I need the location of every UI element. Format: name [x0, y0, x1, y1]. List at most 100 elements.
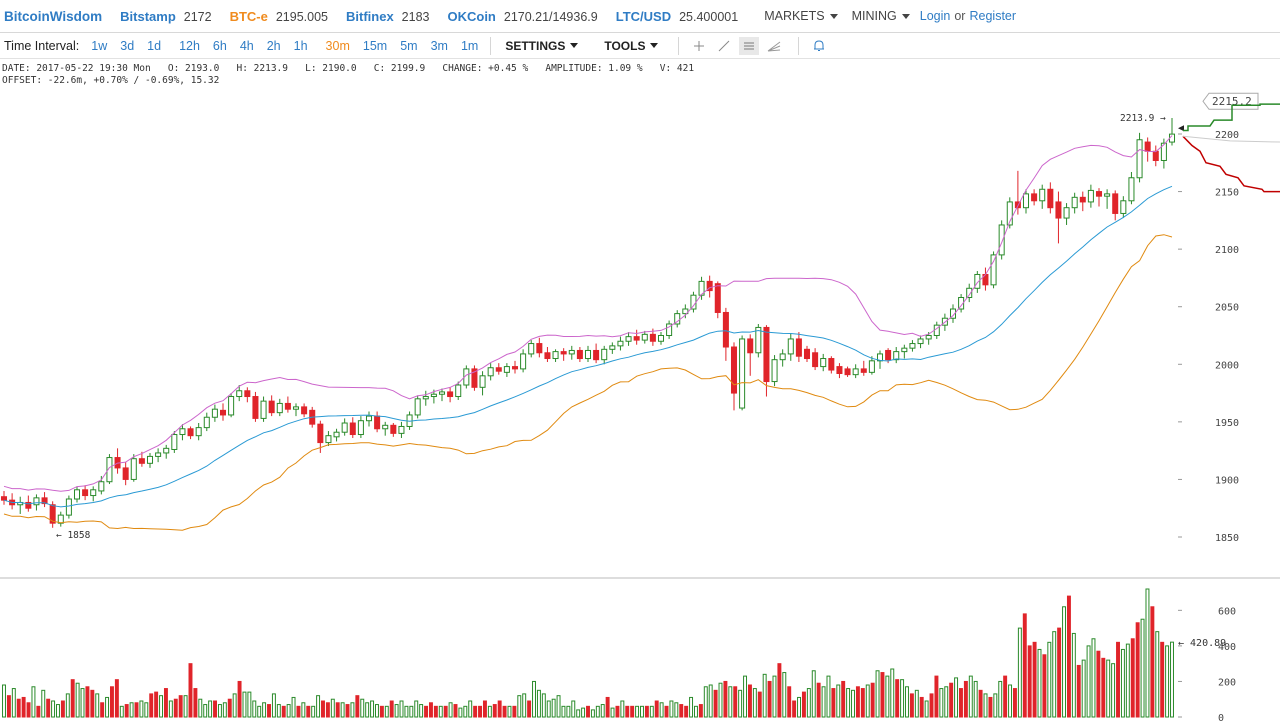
volume-bar	[95, 693, 100, 718]
mining-menu[interactable]: MINING	[852, 9, 910, 23]
volume-bar	[458, 707, 463, 718]
volume-bar	[968, 675, 973, 718]
market-name[interactable]: Bitstamp	[120, 8, 176, 24]
market-btc-e[interactable]: BTC-e 2195.005	[230, 9, 328, 24]
candle-body	[958, 297, 965, 310]
volume-bar	[679, 704, 684, 718]
markets-menu[interactable]: MARKETS	[764, 9, 838, 23]
volume-bar	[630, 705, 635, 718]
market-name[interactable]: Bitfinex	[346, 8, 394, 24]
volume-bar	[291, 696, 296, 718]
volume-bar	[173, 698, 178, 718]
volume-bar	[831, 688, 836, 718]
candle-body	[187, 428, 194, 437]
market-price: 2195.005	[275, 9, 328, 24]
brand-logo[interactable]: BitcoinWisdom	[4, 8, 103, 24]
candle-body	[544, 352, 551, 360]
volume-bar	[914, 689, 919, 718]
volume-bar	[693, 705, 698, 718]
volume-bar	[522, 693, 527, 718]
ohlc-info-line: DATE: 2017-05-22 19:30 Mon O: 2193.0 H: …	[2, 63, 695, 74]
volume-bar	[998, 680, 1003, 718]
volume-bar	[826, 675, 831, 718]
interval-4h[interactable]: 4h	[239, 38, 254, 53]
interval-15m[interactable]: 15m	[362, 38, 388, 53]
volume-bar	[532, 680, 536, 718]
market-price: 2183	[401, 9, 430, 24]
candle-body	[138, 458, 145, 464]
price-axis-label: 1950	[1215, 418, 1239, 429]
volume-bar	[566, 705, 571, 718]
fan-icon[interactable]	[764, 37, 784, 55]
interval-1d[interactable]: 1d	[147, 38, 162, 53]
candle-body	[430, 393, 437, 398]
toolbar-divider	[798, 36, 800, 55]
volume-bar	[482, 700, 487, 718]
volume-bar	[1150, 606, 1155, 718]
interval-3m[interactable]: 3m	[430, 38, 448, 53]
alarm-bell-icon[interactable]	[809, 37, 829, 55]
interval-6h[interactable]: 6h	[212, 38, 227, 53]
market-ltc-usd[interactable]: LTC/USD 25.400001	[616, 9, 738, 24]
line-draw-icon[interactable]	[714, 37, 734, 55]
crosshair-icon[interactable]	[689, 37, 709, 55]
volume-bar	[1111, 663, 1116, 718]
volume-bar	[144, 702, 149, 718]
offset-info-line: OFFSET: -22.6m, +0.70% / -0.69%, 15.32	[2, 75, 220, 86]
market-bitstamp[interactable]: Bitstamp 2172	[120, 9, 211, 24]
login-link[interactable]: Login	[919, 9, 951, 23]
interval-30m[interactable]: 30m	[325, 38, 350, 53]
interval-1m[interactable]: 1m	[460, 38, 479, 53]
market-name[interactable]: OKCoin	[447, 8, 496, 24]
interval-2h[interactable]: 2h	[266, 38, 281, 53]
volume-bar	[684, 705, 689, 718]
volume-bar	[689, 696, 694, 718]
candle-body	[447, 391, 454, 398]
volume-bar	[21, 696, 26, 718]
register-link[interactable]: Register	[969, 9, 1017, 23]
volume-bar	[75, 682, 80, 718]
candle-body	[771, 359, 778, 383]
market-name[interactable]: LTC/USD	[615, 8, 672, 24]
interval-5m[interactable]: 5m	[400, 38, 418, 53]
volume-bar	[733, 686, 738, 718]
candle-body	[33, 497, 40, 506]
volume-bar	[1052, 631, 1057, 718]
candle-body	[382, 424, 389, 430]
volume-bar	[1057, 627, 1062, 718]
volume-bar	[949, 682, 954, 718]
volume-bar	[468, 700, 473, 718]
settings-menu[interactable]: SETTINGS	[505, 39, 579, 53]
market-okcoin[interactable]: OKCoin 2170.21/14936.9	[447, 9, 597, 24]
volume-bar	[507, 705, 512, 718]
interval-12h[interactable]: 12h	[179, 38, 200, 53]
candle-body	[714, 283, 721, 313]
volume-bar	[114, 679, 119, 718]
horizontal-lines-icon[interactable]	[739, 36, 760, 55]
volume-bar	[222, 702, 227, 718]
volume-bar	[154, 691, 159, 718]
volume-bar	[895, 679, 900, 718]
volume-bar	[438, 705, 443, 718]
volume-bar	[1042, 654, 1047, 718]
candle-body	[795, 338, 802, 357]
volume-bar	[885, 675, 890, 718]
tools-menu[interactable]: TOOLS	[604, 39, 659, 53]
market-bitfinex[interactable]: Bitfinex 2183	[346, 9, 429, 24]
interval-3d[interactable]: 3d	[120, 38, 135, 53]
interval-1w[interactable]: 1w	[91, 38, 108, 53]
candle-body	[41, 497, 48, 505]
volume-bar	[46, 698, 51, 718]
volume-bar	[105, 696, 110, 718]
candle-body	[479, 375, 486, 388]
candle-body	[73, 489, 81, 500]
price-chart[interactable]: 2200215021002050200019501900185060040020…	[0, 60, 1280, 726]
interval-1h[interactable]: 1h	[293, 38, 308, 53]
volume-bar	[615, 705, 620, 718]
candle-body	[1104, 193, 1111, 197]
chevron-down-icon	[901, 13, 910, 19]
volume-bar	[1037, 648, 1042, 718]
volume-bar	[1022, 613, 1027, 718]
market-name[interactable]: BTC-e	[229, 8, 268, 24]
candle-body	[593, 349, 600, 361]
